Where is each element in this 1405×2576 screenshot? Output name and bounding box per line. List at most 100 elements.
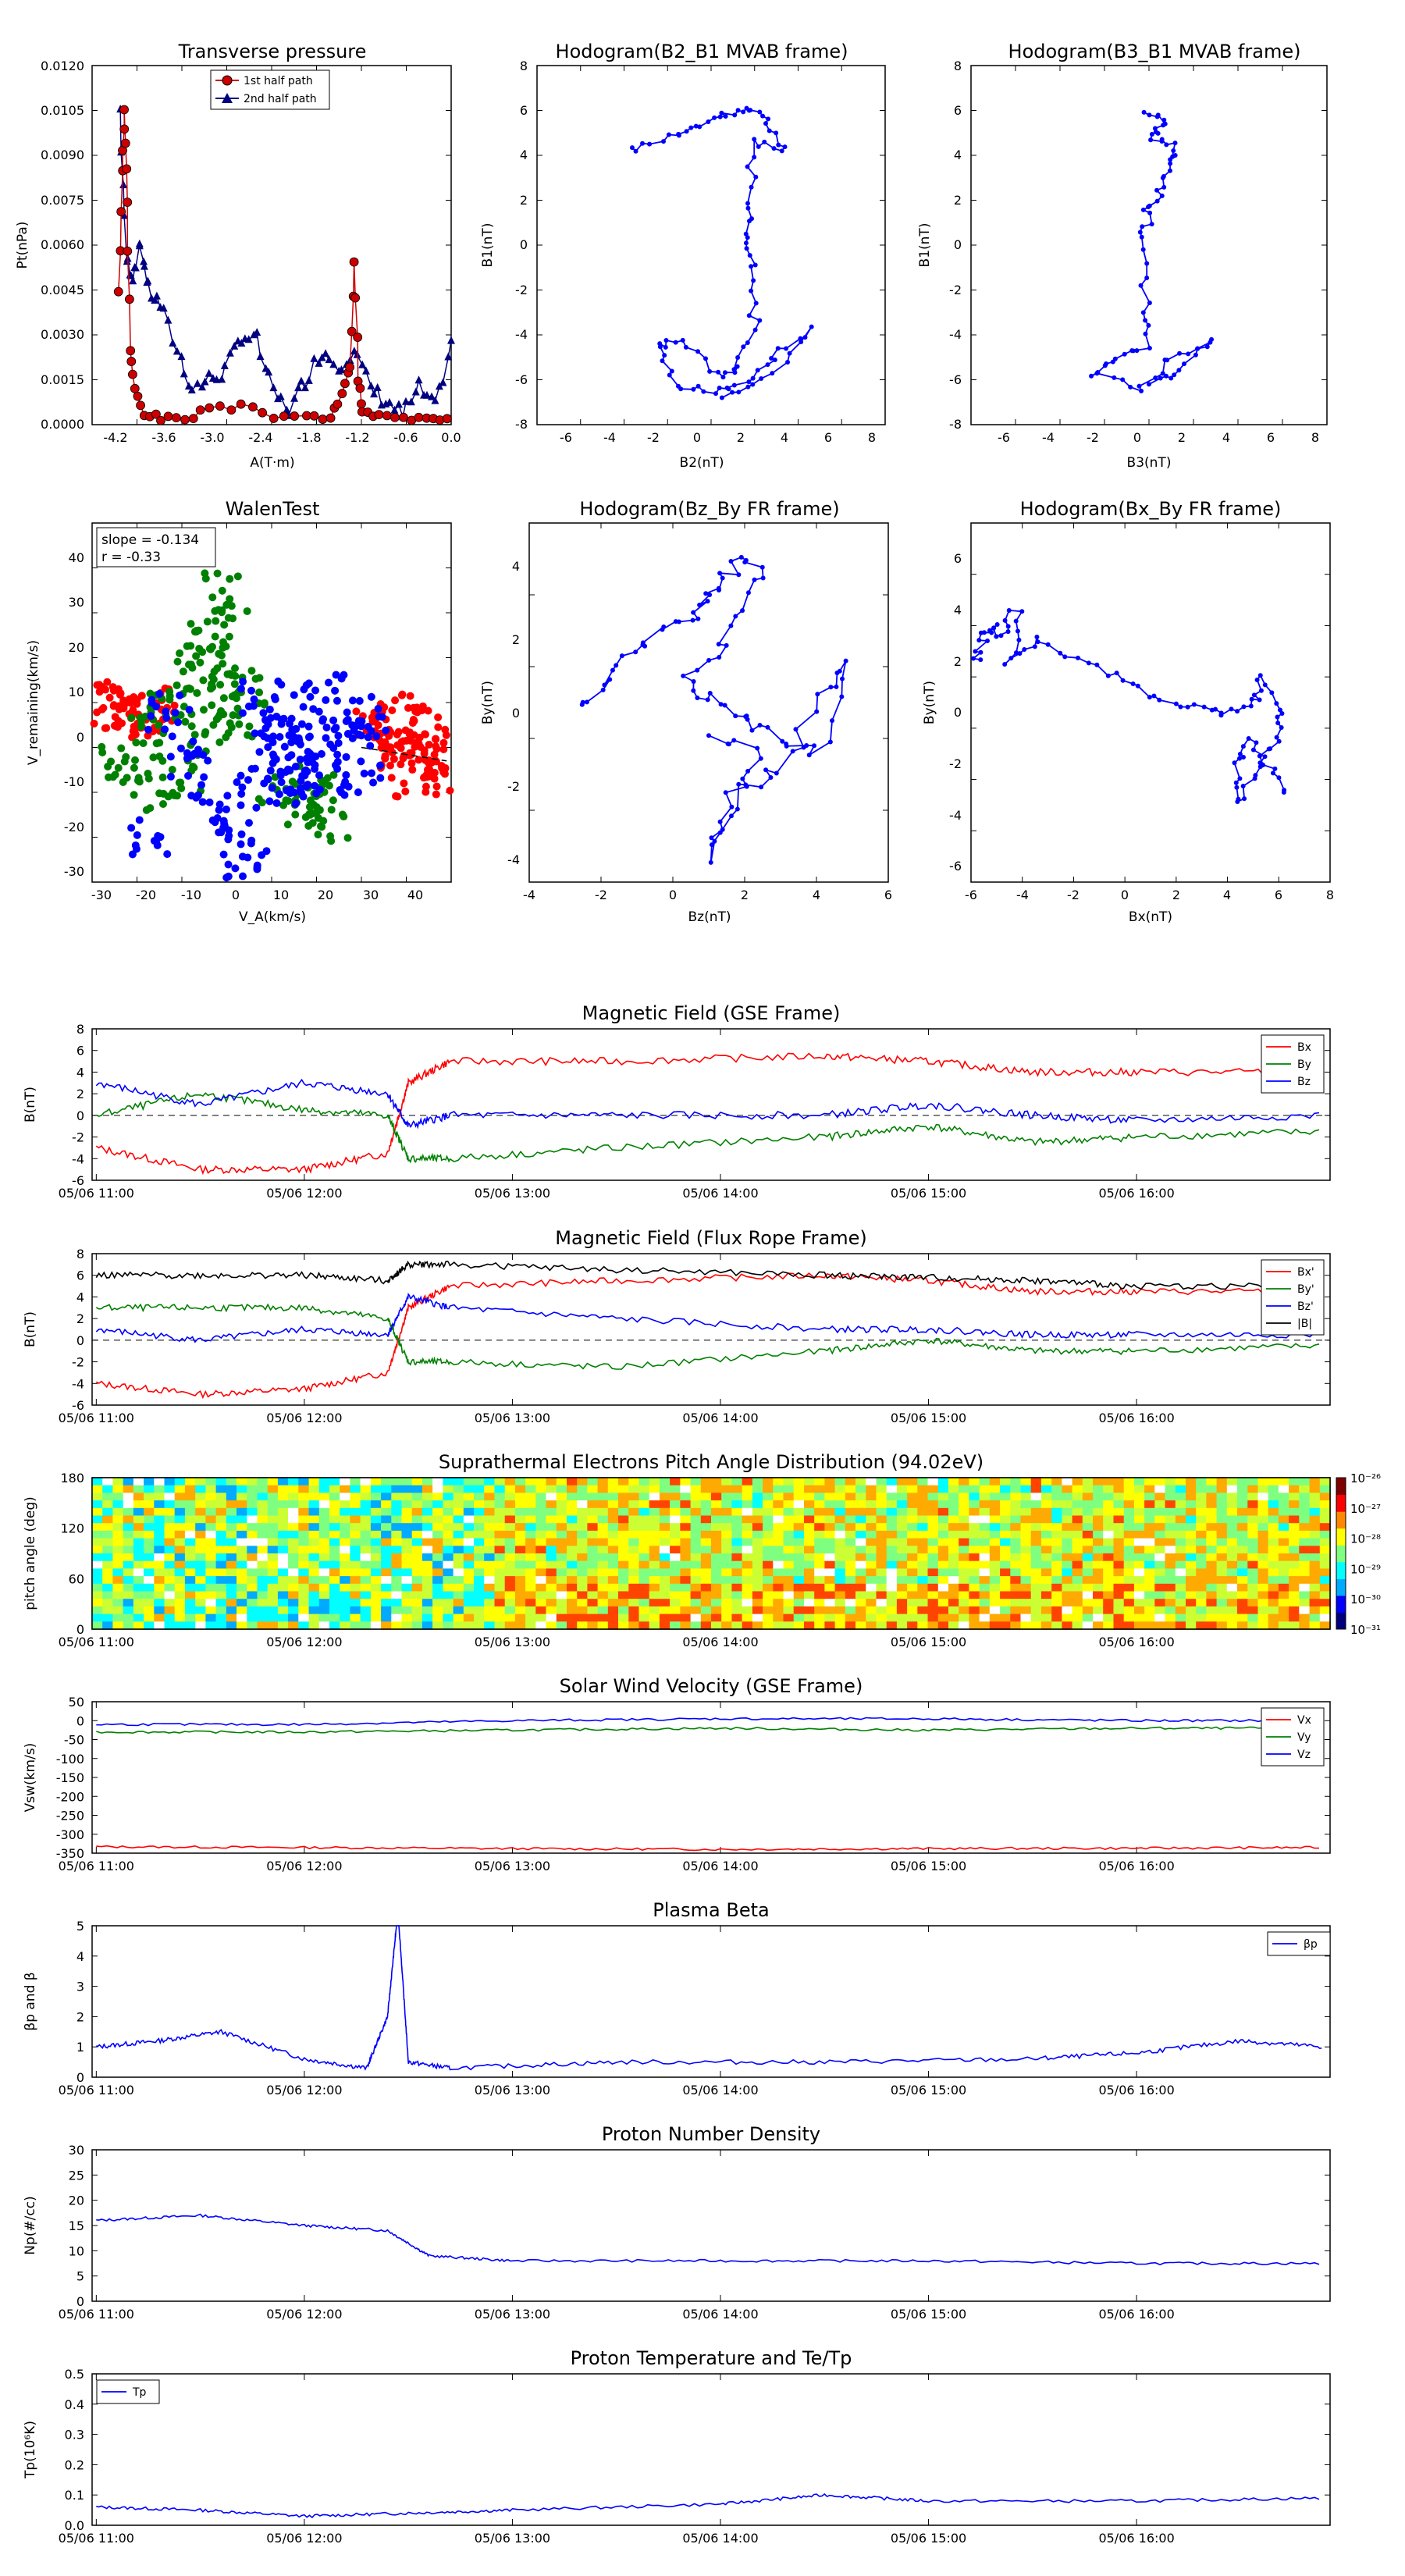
pad-cell <box>638 1530 650 1539</box>
pad-cell <box>463 1515 475 1524</box>
walen-point-red <box>98 705 106 713</box>
pad-cell <box>752 1614 763 1622</box>
h3-point <box>828 685 834 690</box>
pad-cell <box>742 1485 753 1493</box>
pad-cell <box>535 1606 547 1615</box>
walen-panel: WalenTest V_A(km/s) V_remaining(km/s) -3… <box>26 498 454 925</box>
walen-point-blue <box>330 725 339 734</box>
pad-cell <box>1093 1591 1104 1599</box>
pad-cell <box>793 1485 805 1493</box>
walen-point-blue <box>311 765 319 774</box>
walen-point-blue <box>200 773 208 781</box>
pad-cell <box>711 1515 722 1524</box>
pad-cell <box>525 1599 536 1607</box>
h3-xtick: 2 <box>741 888 749 902</box>
pad-cell <box>1030 1507 1042 1517</box>
h3-point <box>790 749 795 754</box>
pad-cell <box>752 1478 763 1486</box>
h3-point <box>757 723 763 728</box>
pad-cell <box>1113 1576 1125 1585</box>
pad-cell <box>886 1478 898 1486</box>
h2-point <box>1195 346 1200 351</box>
walen-point-green <box>255 688 264 697</box>
h1-ytick: 2 <box>520 193 528 208</box>
pt-point-2nd <box>164 315 173 324</box>
pad-cell <box>587 1553 599 1562</box>
h4-ytick: -2 <box>949 756 962 771</box>
h4-point <box>1008 656 1014 661</box>
pad-cell <box>318 1546 330 1554</box>
pad-cell <box>340 1523 350 1532</box>
walen-point-blue <box>166 753 175 761</box>
pad-cell <box>1072 1538 1083 1546</box>
pad-cell <box>360 1485 372 1493</box>
pad-cell <box>205 1500 217 1509</box>
time-series-panels: Magnetic Field (GSE Frame)B(nT)-6-4-2024… <box>23 1002 1381 2546</box>
pad-cell <box>154 1546 165 1554</box>
pad-cell <box>907 1523 918 1532</box>
pad-cell <box>154 1606 165 1615</box>
h1-point <box>660 358 665 364</box>
pad-cell <box>773 1614 784 1622</box>
h2-point <box>1148 137 1154 143</box>
h4-point <box>998 633 1004 639</box>
pad-cell <box>329 1621 340 1630</box>
pad-cell <box>391 1568 403 1577</box>
pad-cell <box>845 1560 856 1569</box>
pad-cell <box>896 1576 908 1585</box>
pad-cell <box>443 1583 454 1592</box>
h2-point <box>1155 112 1161 118</box>
walen-point-red <box>406 692 414 700</box>
pad-cell <box>638 1500 650 1509</box>
h4-point <box>1234 785 1240 790</box>
h2-plot-area <box>971 66 1327 425</box>
pt-point-2nd <box>325 355 333 364</box>
pad-cell <box>1268 1614 1279 1622</box>
pad-cell <box>226 1553 237 1562</box>
pad-cell <box>1103 1523 1114 1532</box>
pad-cell <box>1020 1621 1032 1630</box>
pad-cell <box>1237 1523 1248 1532</box>
pad-cell <box>102 1538 113 1546</box>
pad-cell <box>1247 1538 1259 1546</box>
h3-point <box>736 781 742 787</box>
walen-point-green <box>219 694 228 703</box>
h1-point <box>693 123 699 129</box>
pad-cell <box>721 1546 732 1554</box>
pad-cell <box>411 1478 423 1486</box>
pad-cell <box>123 1515 134 1524</box>
h1-point <box>719 110 724 116</box>
h3-point <box>742 560 748 565</box>
pad-cell <box>422 1591 433 1599</box>
pad-cell <box>144 1538 155 1546</box>
pad-cell <box>989 1583 1001 1592</box>
walen-point-blue <box>155 833 163 841</box>
pad-cell <box>1165 1478 1176 1486</box>
pad-cell <box>411 1538 423 1546</box>
h1-point <box>745 384 751 390</box>
pad-cell <box>164 1530 176 1539</box>
h2-point <box>1138 283 1144 288</box>
pad-cell <box>638 1538 650 1546</box>
pad-cell <box>257 1515 269 1524</box>
walen-point-red <box>113 723 122 731</box>
pt-point-1st <box>127 369 137 379</box>
pad-cell <box>731 1591 743 1599</box>
pad-cell <box>1216 1500 1228 1509</box>
mag-series-By <box>95 1091 1320 1164</box>
vsw-ytick: -300 <box>56 1827 84 1842</box>
mag-ylabel: B(nT) <box>23 1087 38 1123</box>
pad-cell <box>907 1515 918 1524</box>
walen-point-blue <box>161 725 169 734</box>
h1-panel: Hodogram(B2_B1 MVAB frame) B2(nT) B1(nT)… <box>480 41 886 471</box>
pad-cell <box>1103 1599 1114 1607</box>
pad-cell <box>1093 1530 1104 1539</box>
pad-cell <box>504 1606 516 1615</box>
pad-cell <box>1165 1493 1176 1501</box>
pad-cell <box>1113 1493 1125 1501</box>
pad-cell <box>618 1515 629 1524</box>
pad-cell <box>298 1478 310 1486</box>
pad-cell <box>659 1485 670 1493</box>
h4-point <box>1218 713 1224 718</box>
pad-cell <box>504 1614 516 1622</box>
